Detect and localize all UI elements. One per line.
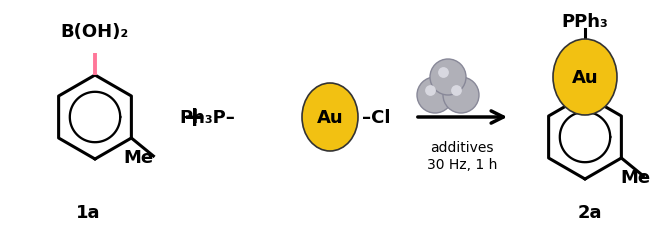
- Circle shape: [430, 60, 466, 96]
- Text: 1a: 1a: [76, 203, 100, 221]
- Text: +: +: [183, 104, 207, 131]
- Text: PPh₃: PPh₃: [562, 13, 609, 31]
- Circle shape: [443, 78, 479, 113]
- Text: B(OH)₂: B(OH)₂: [61, 23, 129, 41]
- Text: Me: Me: [123, 148, 153, 166]
- Text: –Cl: –Cl: [362, 108, 391, 126]
- Text: 2a: 2a: [578, 203, 603, 221]
- Text: 30 Hz, 1 h: 30 Hz, 1 h: [427, 157, 497, 171]
- Text: additives: additives: [430, 140, 494, 154]
- Circle shape: [451, 86, 462, 97]
- Text: Me: Me: [620, 168, 650, 186]
- Ellipse shape: [553, 40, 617, 115]
- Circle shape: [425, 86, 436, 97]
- Text: Au: Au: [317, 108, 344, 126]
- Circle shape: [417, 78, 453, 113]
- Text: Ph₃P–: Ph₃P–: [179, 108, 235, 126]
- Text: Au: Au: [572, 69, 599, 87]
- Circle shape: [438, 68, 449, 79]
- Ellipse shape: [302, 84, 358, 151]
